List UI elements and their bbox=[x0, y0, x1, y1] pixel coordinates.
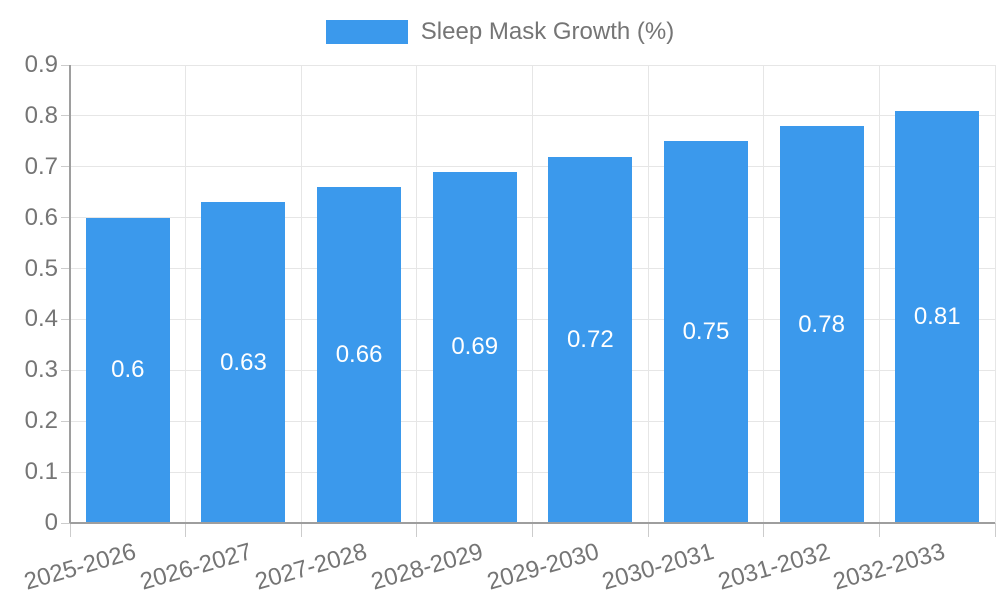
x-axis-tick bbox=[300, 523, 302, 537]
vertical-gridline bbox=[878, 65, 880, 523]
x-axis-tick-label: 2028-2029 bbox=[368, 538, 486, 596]
y-axis-tick bbox=[61, 420, 70, 422]
vertical-gridline bbox=[532, 65, 533, 523]
y-axis-tick-label: 0.4 bbox=[24, 305, 58, 333]
x-axis-line bbox=[70, 522, 995, 524]
y-axis-tick bbox=[61, 318, 70, 320]
bar-value-label: 0.63 bbox=[220, 348, 267, 376]
vertical-gridline bbox=[300, 65, 302, 523]
legend-label: Sleep Mask Growth (%) bbox=[420, 18, 675, 45]
x-axis-tick bbox=[416, 523, 418, 537]
x-axis-tick bbox=[532, 523, 533, 537]
x-axis-tick-label: 2025-2026 bbox=[21, 538, 139, 596]
vertical-gridline bbox=[994, 65, 996, 523]
bar: 0.69 bbox=[432, 171, 517, 523]
y-axis-tick-label: 0.2 bbox=[24, 407, 58, 435]
y-axis-tick bbox=[61, 217, 70, 219]
y-axis-tick bbox=[61, 166, 70, 168]
vertical-gridline bbox=[416, 65, 418, 523]
x-axis-tick bbox=[994, 523, 996, 537]
x-axis-tick bbox=[185, 523, 187, 537]
bar-value-label: 0.81 bbox=[913, 302, 961, 330]
y-axis-tick-label: 0.9 bbox=[24, 51, 58, 78]
vertical-gridline bbox=[647, 65, 649, 523]
bar-value-label: 0.72 bbox=[566, 325, 614, 353]
chart-legend: Sleep Mask Growth (%) bbox=[0, 19, 1000, 45]
y-axis-tick-label: 0.1 bbox=[24, 458, 58, 486]
vertical-gridline bbox=[763, 65, 765, 523]
bar-value-label: 0.66 bbox=[335, 341, 383, 369]
bar: 0.66 bbox=[317, 187, 402, 523]
bar: 0.81 bbox=[895, 110, 980, 523]
y-axis-tick-label: 0.8 bbox=[24, 101, 58, 129]
bar-value-label: 0.69 bbox=[451, 333, 499, 361]
y-axis-tick bbox=[61, 522, 70, 524]
legend-swatch bbox=[325, 20, 408, 44]
bar: 0.63 bbox=[201, 202, 286, 523]
y-axis-tick bbox=[61, 369, 70, 371]
x-axis-tick bbox=[69, 523, 71, 537]
y-axis-tick bbox=[61, 268, 70, 270]
y-axis-tick-label: 0 bbox=[44, 509, 58, 536]
x-axis-tick bbox=[878, 523, 880, 537]
y-axis-line bbox=[69, 65, 71, 523]
bar-value-label: 0.75 bbox=[682, 318, 730, 346]
x-axis-tick-label: 2029-2030 bbox=[483, 538, 602, 596]
x-axis-tick-label: 2027-2028 bbox=[252, 538, 371, 596]
x-axis-tick-label: 2031-2032 bbox=[714, 538, 833, 596]
y-axis-tick-label: 0.5 bbox=[24, 254, 58, 282]
bar: 0.78 bbox=[779, 126, 864, 523]
y-axis-tick bbox=[61, 64, 70, 66]
bar-value-label: 0.6 bbox=[111, 356, 145, 384]
vertical-gridline bbox=[185, 65, 187, 523]
bar: 0.6 bbox=[85, 217, 170, 523]
x-axis-tick-label: 2026-2027 bbox=[136, 538, 255, 596]
bar-value-label: 0.78 bbox=[798, 310, 845, 338]
bar: 0.72 bbox=[548, 156, 633, 523]
y-axis-tick-label: 0.3 bbox=[24, 356, 58, 384]
y-axis-tick-label: 0.7 bbox=[24, 152, 58, 180]
y-axis-tick bbox=[61, 471, 70, 473]
x-axis-tick-label: 2032-2033 bbox=[830, 538, 949, 596]
x-axis-tick bbox=[647, 523, 649, 537]
y-axis-tick bbox=[61, 115, 70, 117]
x-axis-tick bbox=[763, 523, 765, 537]
x-axis-tick-label: 2030-2031 bbox=[599, 538, 718, 596]
y-axis-tick-label: 0.6 bbox=[24, 203, 58, 231]
bar: 0.75 bbox=[663, 141, 748, 523]
